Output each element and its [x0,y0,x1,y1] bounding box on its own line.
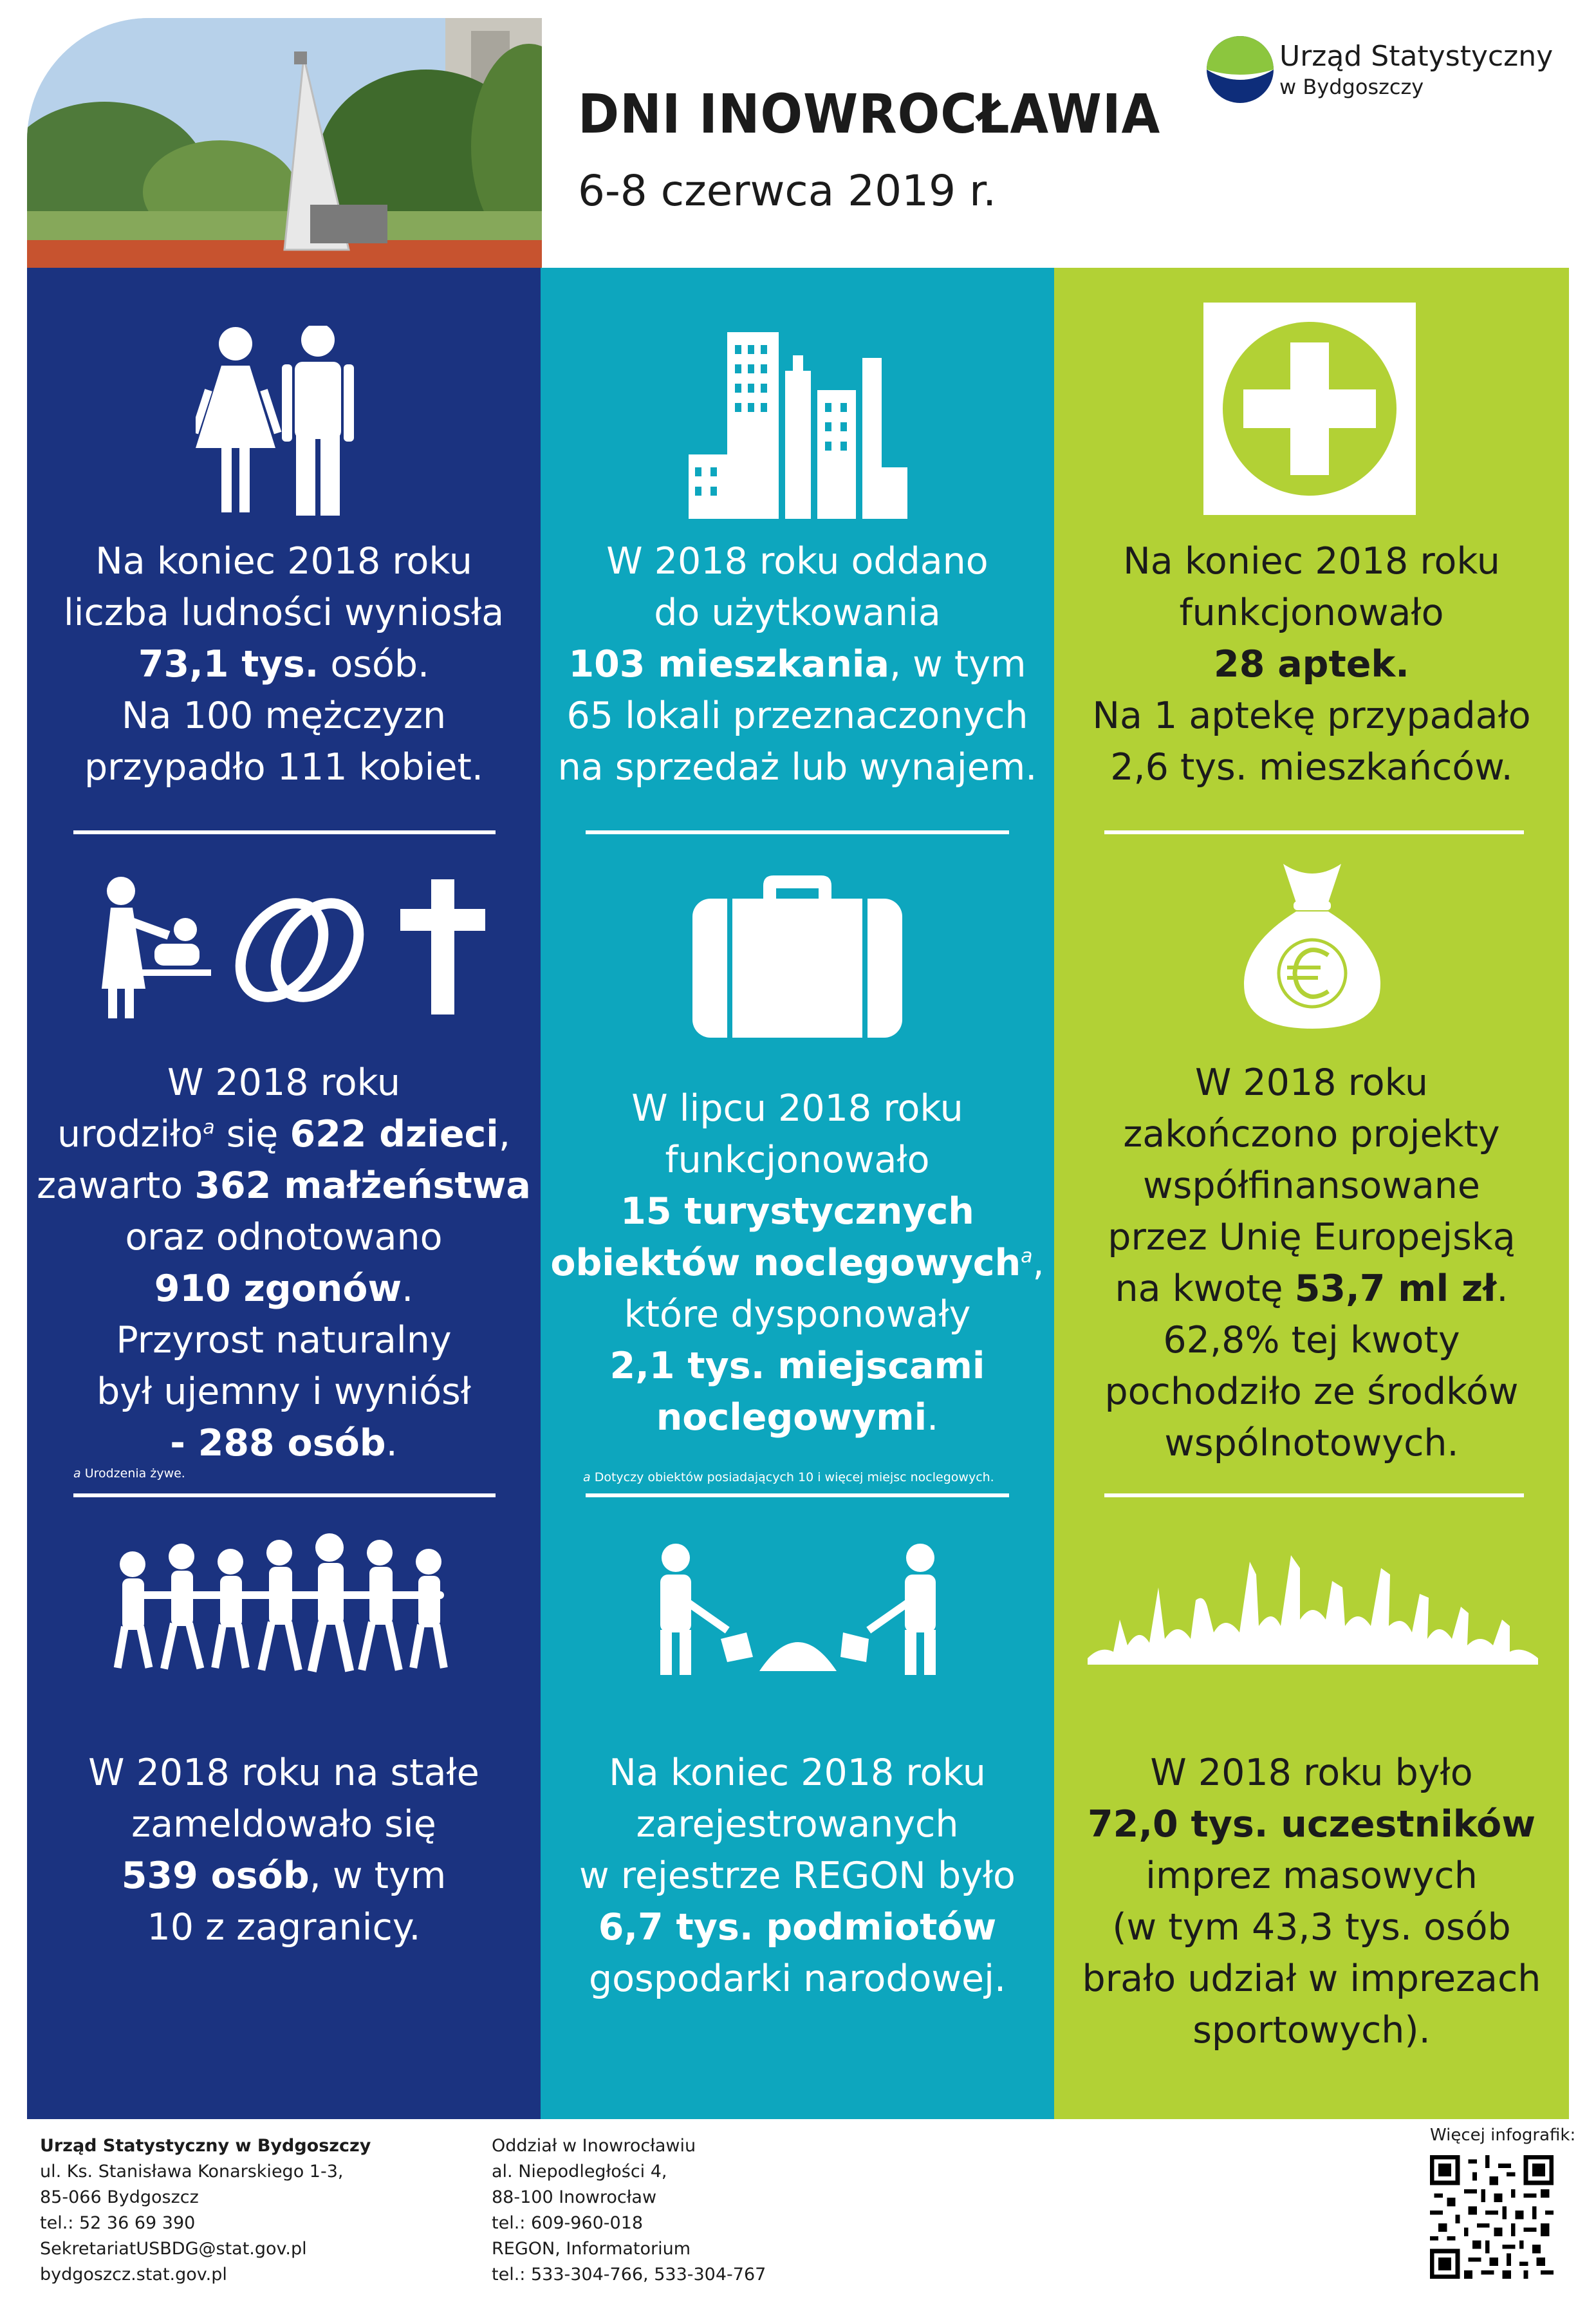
man-woman-icon [196,326,354,516]
logo-circle-icon [1207,36,1274,103]
suitcase-icon [692,875,902,1038]
separator [1104,1493,1524,1497]
buildings-icon [689,332,907,519]
column-housing: W 2018 roku oddano do użytkowania 103 mi… [541,268,1054,2119]
page-title: DNI INOWROCŁAWIA [578,82,1161,145]
pharmacies-text: Na koniec 2018 roku funkcjonowało 28 apt… [1092,540,1531,789]
header-photo [27,18,542,268]
accommodation-footnote: a Dotyczy obiektów posiadających 10 i wi… [583,1470,994,1484]
pharmacy-cross-icon [1203,303,1416,515]
column-population: Na koniec 2018 roku liczba ludności wyni… [27,268,541,2119]
email-link[interactable]: SekretariatUSBDG@stat.gov.pl [40,2239,307,2259]
logo-text-1: Urząd Statystyczny [1279,40,1554,73]
walking-people-icon [113,1533,448,1672]
qr-label: Więcej infografik: [1430,2126,1576,2145]
baby-changing-icon [102,877,485,1018]
wedding-rings-icon [235,898,364,1002]
mass-events-text: W 2018 roku było 72,0 tys. uczestników i… [1082,1752,1541,2052]
separator [1104,830,1524,834]
births-footnote: a Urodzenia żywe. [73,1466,185,1481]
regon-text: Na koniec 2018 roku zarejestrowanych w r… [579,1752,1016,2000]
euro-money-bag-icon [1244,864,1380,1029]
population-text: Na koniec 2018 roku liczba ludności wyni… [63,540,505,789]
registrations-text: W 2018 roku na stałe zameldowało się 539… [88,1752,479,1949]
qr-code-icon[interactable] [1430,2155,1554,2279]
column-pharmacies: Na koniec 2018 roku funkcjonowało 28 apt… [1054,268,1569,2119]
separator [586,1493,1009,1497]
separator [73,1493,496,1497]
crowd-icon [1088,1555,1538,1665]
births-text: W 2018 roku urodziłoa się 622 dzieci, za… [37,1061,531,1464]
housing-text: W 2018 roku oddano do użytkowania 103 mi… [557,540,1037,789]
eu-projects-text: W 2018 roku zakończono projekty współfin… [1104,1061,1519,1464]
footer-branch: Oddział w Inowrocławiu al. Niepodległośc… [492,2136,766,2285]
website-link[interactable]: bydgoszcz.stat.gov.pl [40,2265,227,2285]
separator [586,830,1009,834]
cross-icon [400,879,485,1014]
separator [73,830,496,834]
logo [1205,26,1565,116]
accommodation-text: W lipcu 2018 roku funkcjonowało 15 turys… [550,1087,1044,1439]
page-subtitle: 6-8 czerwca 2019 r. [578,166,997,216]
workers-shoveling-icon [660,1544,936,1675]
city-photo-illustration [27,18,542,268]
logo-text-2: w Bydgoszczy [1279,75,1424,99]
footer-office: Urząd Statystyczny w Bydgoszczy ul. Ks. … [40,2133,371,2288]
